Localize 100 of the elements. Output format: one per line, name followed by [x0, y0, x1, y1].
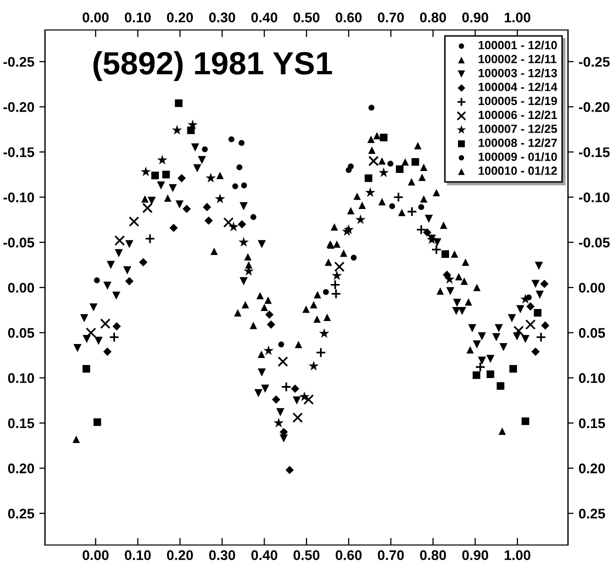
point [73, 344, 82, 352]
point [319, 328, 330, 338]
point [387, 160, 394, 167]
x2-tick-label: 0.90 [462, 12, 488, 22]
point [322, 289, 329, 295]
point [151, 172, 159, 180]
point [355, 214, 366, 224]
point [94, 277, 100, 284]
point [508, 314, 516, 322]
x-tick-label: 0.20 [167, 550, 193, 560]
point [276, 408, 284, 416]
point [406, 206, 418, 217]
point [536, 332, 546, 342]
y2-tick-label: 0.05 [578, 328, 606, 338]
point [234, 309, 242, 316]
point [534, 308, 542, 317]
point [142, 202, 153, 214]
point [256, 292, 264, 300]
y-tick-label: 0.00 [8, 282, 34, 293]
y2-tick-label: -0.15 [578, 147, 610, 158]
point [141, 195, 149, 203]
point [240, 202, 248, 210]
point [330, 288, 342, 300]
point [206, 172, 216, 183]
point [294, 340, 302, 348]
point [80, 314, 88, 322]
point [204, 216, 213, 225]
point [244, 253, 252, 260]
point [420, 195, 428, 203]
point [464, 298, 472, 306]
x2-tick-label: 0.70 [378, 12, 404, 22]
x-tick-label: 0.60 [336, 550, 362, 560]
point [364, 174, 372, 182]
point [450, 250, 458, 258]
point [378, 167, 389, 178]
point [292, 412, 303, 423]
point [114, 249, 123, 258]
point [285, 466, 294, 474]
y-tick-label: -0.25 [3, 56, 34, 67]
y-tick-label: -0.05 [3, 238, 34, 248]
point [108, 332, 120, 342]
point [393, 192, 404, 202]
legend-label: 100002 - 12/11 [478, 54, 556, 64]
point [418, 174, 426, 181]
point [441, 250, 450, 258]
point [436, 287, 444, 295]
point [148, 196, 156, 205]
point [472, 371, 480, 379]
point [478, 332, 486, 340]
point [541, 321, 550, 330]
point [238, 140, 244, 146]
point [272, 395, 280, 404]
point [313, 315, 321, 323]
point [202, 146, 208, 152]
point [455, 272, 462, 280]
y2-tick-label: -0.10 [578, 192, 610, 202]
point [494, 324, 503, 332]
x-tick-label: 0.40 [251, 550, 278, 560]
point [290, 384, 300, 393]
y2-tick-label: 0.00 [578, 282, 605, 293]
y-tick-label: 0.05 [8, 328, 34, 338]
point [472, 340, 481, 348]
point [177, 174, 186, 182]
text: (5892) 1981 YS1 [93, 51, 332, 81]
y-tick-label: 0.10 [8, 373, 34, 384]
point [86, 327, 96, 338]
point [365, 187, 376, 197]
x2-tick-label: 0.30 [209, 12, 236, 22]
x2-tick-label: 0.40 [251, 12, 278, 22]
x-tick-label: 0.80 [420, 550, 446, 560]
point [446, 287, 454, 296]
point [265, 310, 274, 319]
y-tick-label: -0.10 [3, 192, 34, 202]
point [540, 280, 549, 288]
point [396, 165, 404, 173]
point [333, 240, 341, 248]
point [274, 418, 284, 428]
point [453, 298, 462, 307]
point [316, 347, 326, 358]
x-tick-label: 0.90 [462, 550, 488, 560]
point [521, 334, 530, 344]
point [516, 305, 524, 314]
y2-tick-label: 0.10 [578, 373, 605, 384]
point [157, 154, 168, 164]
point [112, 292, 120, 300]
point [299, 391, 310, 402]
point [452, 306, 460, 316]
point [414, 142, 422, 150]
point [162, 170, 170, 178]
point [144, 233, 156, 244]
legend-label: 100009 - 01/10 [478, 152, 557, 162]
point [330, 223, 338, 231]
point [368, 104, 374, 111]
point [264, 296, 272, 304]
point [266, 320, 276, 329]
x-tick-label: 0.30 [209, 550, 236, 560]
point [340, 249, 348, 257]
y-tick-label: 0.25 [8, 508, 34, 519]
legend-label: 100004 - 12/14 [478, 82, 558, 92]
point [475, 362, 486, 372]
